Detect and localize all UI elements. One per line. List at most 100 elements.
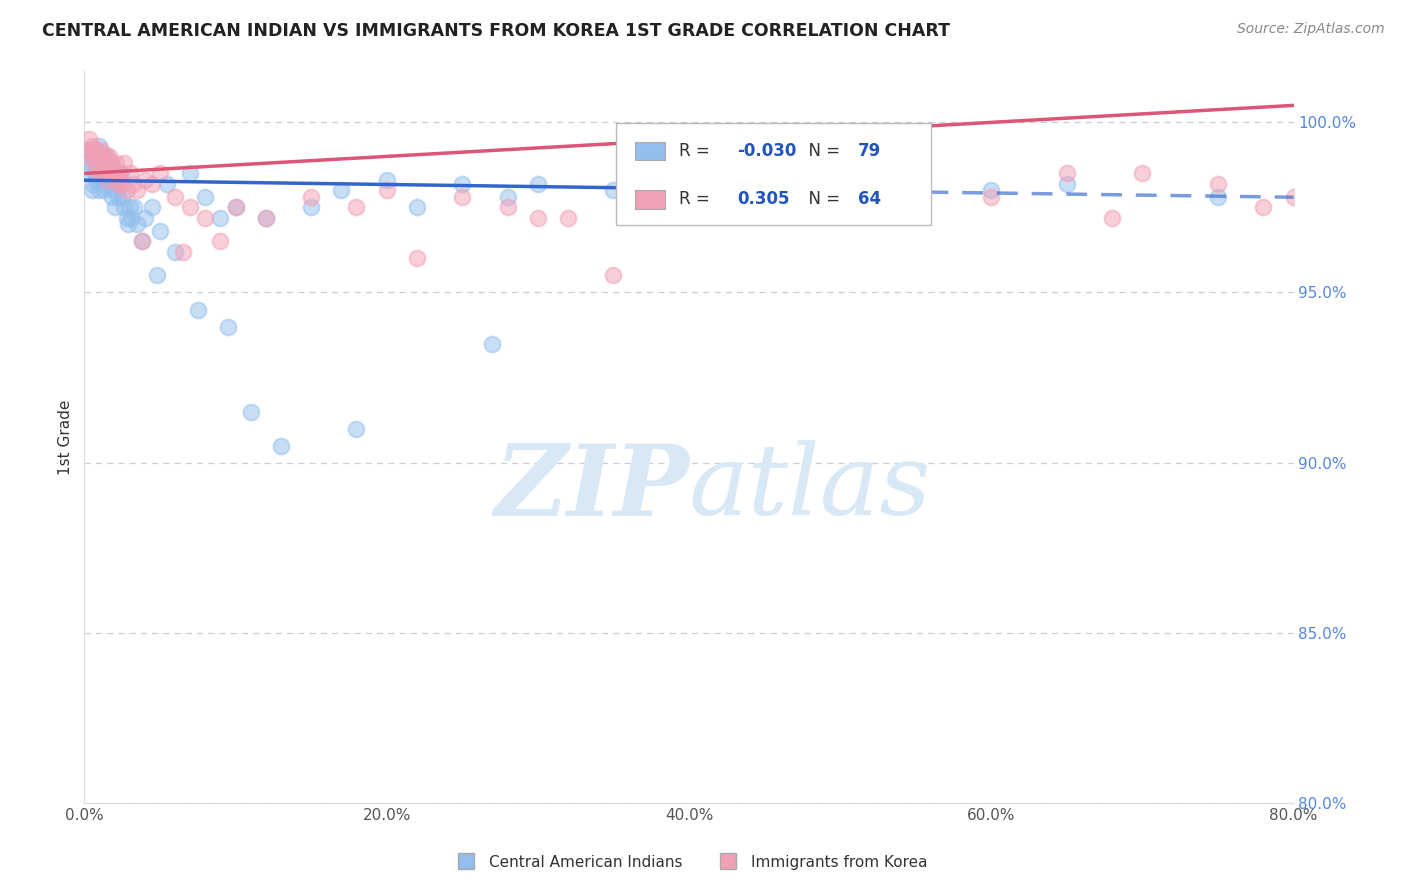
Point [1056, 166, 1078, 180]
Point [91, 166, 114, 180]
Point [84, 156, 107, 170]
Point [87, 156, 110, 170]
Point [225, 201, 247, 215]
Point [91, 149, 114, 163]
Point [100, 166, 122, 180]
Point [93, 156, 115, 170]
Text: R =: R = [679, 190, 716, 209]
Point [82, 149, 104, 163]
Point [117, 218, 139, 232]
Point [239, 404, 262, 418]
Point [86, 173, 108, 187]
Point [118, 166, 141, 180]
Point [89, 183, 111, 197]
Point [496, 201, 519, 215]
Point [96, 160, 118, 174]
Point [830, 183, 852, 197]
Point [104, 201, 127, 215]
Text: ZIP: ZIP [494, 440, 689, 536]
Point [754, 201, 776, 215]
Point [481, 336, 503, 351]
Text: R =: R = [679, 142, 716, 161]
Point [94, 149, 117, 163]
Point [118, 201, 141, 215]
Text: N =: N = [797, 190, 845, 209]
Point [105, 156, 128, 170]
Text: 79: 79 [858, 142, 882, 161]
Point [179, 166, 201, 180]
Point [1056, 177, 1078, 191]
Point [1101, 211, 1123, 225]
Point [602, 183, 624, 197]
Point [112, 201, 135, 215]
Point [527, 177, 550, 191]
Point [346, 421, 368, 435]
Point [330, 183, 353, 197]
Point [120, 211, 142, 225]
Point [149, 224, 172, 238]
Point [194, 211, 217, 225]
Point [101, 166, 124, 180]
Point [122, 201, 145, 215]
Point [90, 143, 112, 157]
Text: N =: N = [797, 142, 845, 161]
Point [111, 190, 134, 204]
Point [107, 190, 129, 204]
Point [86, 143, 108, 157]
Point [904, 201, 927, 215]
Point [209, 211, 232, 225]
Point [96, 156, 118, 170]
Point [91, 173, 114, 187]
Point [141, 201, 163, 215]
Point [77, 143, 100, 157]
Point [980, 183, 1002, 197]
Point [904, 190, 927, 204]
Point [84, 166, 107, 180]
Point [111, 177, 134, 191]
Point [131, 235, 153, 249]
Point [557, 211, 579, 225]
Point [134, 211, 156, 225]
Point [406, 252, 429, 266]
Point [141, 177, 163, 191]
Point [100, 190, 122, 204]
Point [90, 146, 112, 161]
Point [110, 173, 132, 187]
Point [80, 146, 103, 161]
Point [96, 173, 118, 187]
Point [98, 156, 121, 170]
Point [406, 201, 429, 215]
Point [93, 156, 115, 170]
Point [94, 149, 117, 163]
Text: atlas: atlas [689, 441, 932, 536]
Point [1206, 190, 1229, 204]
Point [225, 201, 247, 215]
Point [1253, 201, 1275, 215]
Point [254, 211, 277, 225]
Point [82, 146, 104, 161]
Point [1206, 177, 1229, 191]
Point [108, 177, 131, 191]
Point [134, 173, 156, 187]
Point [87, 156, 110, 170]
Point [77, 166, 100, 180]
Point [754, 190, 776, 204]
Point [98, 177, 121, 191]
Point [101, 173, 124, 187]
Point [89, 166, 111, 180]
Point [112, 156, 135, 170]
Point [217, 319, 239, 334]
Point [104, 166, 127, 180]
Point [527, 211, 550, 225]
Point [496, 190, 519, 204]
Point [648, 190, 671, 204]
Point [108, 166, 131, 180]
FancyBboxPatch shape [634, 142, 665, 161]
Point [375, 173, 398, 187]
Point [110, 166, 132, 180]
Text: 64: 64 [858, 190, 882, 209]
Point [602, 268, 624, 283]
Point [96, 180, 118, 194]
Point [80, 183, 103, 197]
Point [107, 177, 129, 191]
